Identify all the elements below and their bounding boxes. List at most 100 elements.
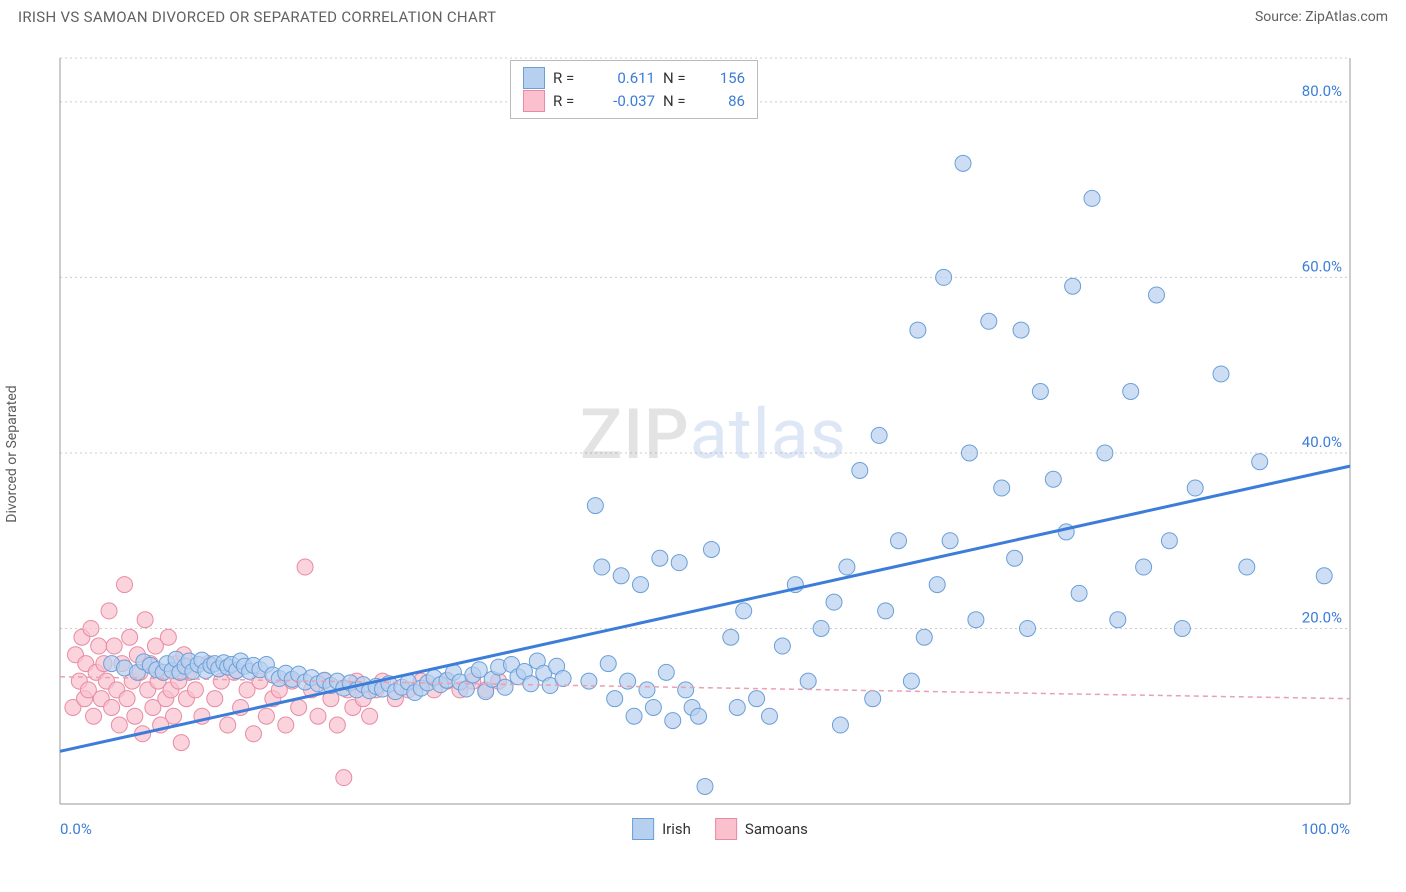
irish-point (1252, 454, 1268, 470)
stats-row-samoan: R = -0.037 N = 86 (523, 90, 745, 113)
samoan-point (86, 708, 102, 724)
irish-point (1020, 620, 1036, 636)
irish-point (929, 577, 945, 593)
samoan-point (173, 735, 189, 751)
irish-point (813, 620, 829, 636)
irish-point (832, 717, 848, 733)
samoan-point (104, 699, 120, 715)
samoan-point (187, 682, 203, 698)
samoan-point (310, 708, 326, 724)
samoan-point (336, 770, 352, 786)
irish-point (903, 673, 919, 689)
irish-point (678, 682, 694, 698)
irish-point (839, 559, 855, 575)
irish-point (723, 629, 739, 645)
irish-trend-line (60, 466, 1350, 751)
irish-point (1136, 559, 1152, 575)
irish-point (600, 656, 616, 672)
irish-point (981, 313, 997, 329)
samoan-point (91, 638, 107, 654)
irish-point (1239, 559, 1255, 575)
irish-point (942, 533, 958, 549)
irish-point (697, 778, 713, 794)
irish-point (1161, 533, 1177, 549)
irish-point (1065, 278, 1081, 294)
irish-point (891, 533, 907, 549)
samoan-swatch-icon (523, 90, 545, 112)
irish-point (994, 480, 1010, 496)
irish-point (961, 445, 977, 461)
chart-svg: 20.0%40.0%60.0%80.0% 0.0% 100.0% (50, 44, 1390, 844)
samoan-point (329, 717, 345, 733)
irish-point (1149, 287, 1165, 303)
stats-row-irish: R = 0.611 N = 156 (523, 67, 745, 90)
samoan-point (137, 612, 153, 628)
samoan-point (122, 629, 138, 645)
x-max-label: 100.0% (1301, 820, 1350, 838)
irish-point (639, 682, 655, 698)
irish-point (587, 498, 603, 514)
source-link[interactable]: ZipAtlas.com (1305, 9, 1388, 25)
legend-item-samoan: Samoans (715, 818, 808, 840)
samoan-point (207, 691, 223, 707)
irish-point (665, 713, 681, 729)
samoan-point (246, 726, 262, 742)
irish-point (800, 673, 816, 689)
samoan-point (258, 708, 274, 724)
samoan-point (297, 559, 313, 575)
irish-point (613, 568, 629, 584)
irish-point (1032, 384, 1048, 400)
irish-point (497, 679, 513, 695)
samoan-point (119, 691, 135, 707)
irish-point (645, 699, 661, 715)
irish-point (581, 673, 597, 689)
irish-point (1123, 384, 1139, 400)
samoan-point (160, 629, 176, 645)
samoan-point (117, 577, 133, 593)
irish-point (626, 708, 642, 724)
y-tick-label: 40.0% (1302, 433, 1342, 451)
y-tick-label: 80.0% (1302, 82, 1342, 100)
samoan-point (362, 708, 378, 724)
irish-point (762, 708, 778, 724)
irish-point (1174, 620, 1190, 636)
irish-point (1187, 480, 1203, 496)
legend-item-irish: Irish (632, 818, 691, 840)
irish-point (871, 427, 887, 443)
irish-point (703, 541, 719, 557)
irish-point (691, 708, 707, 724)
irish-point (607, 691, 623, 707)
samoan-swatch-icon (715, 818, 737, 840)
samoan-point (127, 708, 143, 724)
irish-point (968, 612, 984, 628)
irish-point (774, 638, 790, 654)
irish-point (749, 691, 765, 707)
chart-title: IRISH VS SAMOAN DIVORCED OR SEPARATED CO… (18, 8, 496, 26)
irish-point (1045, 471, 1061, 487)
scatter-chart: 20.0%40.0%60.0%80.0% 0.0% 100.0% ZIPatla… (50, 44, 1390, 844)
irish-point (555, 670, 571, 686)
irish-point (729, 699, 745, 715)
irish-point (523, 676, 539, 692)
irish-point (633, 577, 649, 593)
irish-point (852, 462, 868, 478)
irish-point (1110, 612, 1126, 628)
irish-point (1316, 568, 1332, 584)
irish-point (1084, 190, 1100, 206)
irish-point (955, 155, 971, 171)
irish-point (916, 629, 932, 645)
irish-point (594, 559, 610, 575)
irish-point (1013, 322, 1029, 338)
irish-point (865, 691, 881, 707)
irish-point (736, 603, 752, 619)
irish-point (826, 594, 842, 610)
y-axis-label: Divorced or Separated (4, 385, 20, 522)
samoan-point (278, 717, 294, 733)
irish-swatch-icon (523, 67, 545, 89)
irish-swatch-icon (632, 818, 654, 840)
samoan-point (220, 717, 236, 733)
irish-point (671, 555, 687, 571)
irish-point (1007, 550, 1023, 566)
x-min-label: 0.0% (60, 820, 92, 838)
irish-point (1097, 445, 1113, 461)
